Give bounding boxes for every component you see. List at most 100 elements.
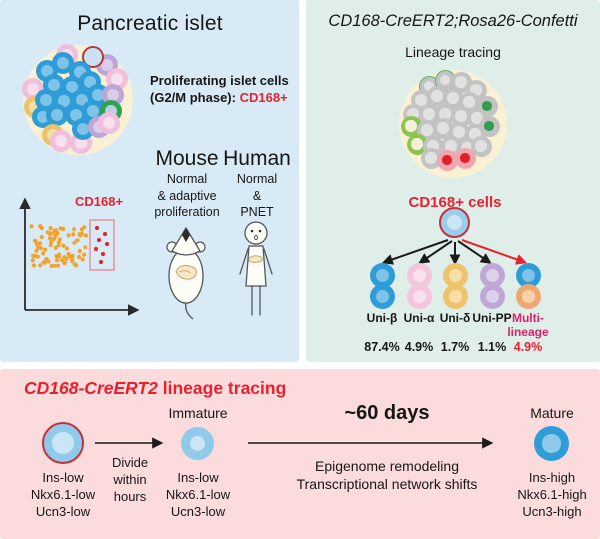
orange-dot (31, 253, 36, 258)
orange-dot (37, 241, 43, 246)
human-figure (239, 221, 273, 316)
cd168-cells-label: CD168+ cells (408, 194, 502, 211)
red-dot (102, 231, 108, 237)
islet-cell-q (418, 103, 440, 125)
human-eye-right (258, 229, 262, 233)
islet-cell-p (50, 130, 72, 152)
red-dot (104, 241, 110, 247)
orange-dot (77, 254, 82, 260)
mouse-heading: Mouse (155, 147, 219, 170)
orange-dot (32, 238, 38, 243)
human-body (245, 245, 267, 287)
lineage-percentage: 1.1% (477, 340, 507, 354)
right-panel-title: CD168-CreERT2;Rosa26-Confetti (328, 12, 578, 30)
remodeling-label: Epigenome remodeling Transcriptional net… (296, 458, 478, 492)
lineage-percentage: 4.9% (404, 340, 434, 354)
orange-dot (75, 238, 80, 243)
sixty-days-heading: ~60 days (344, 402, 430, 424)
mouse-pancreas (175, 265, 197, 280)
orange-dot (39, 235, 44, 240)
lineage-cell-pair (406, 263, 432, 309)
mature-heading: Mature (530, 405, 574, 421)
orange-dot (53, 245, 58, 250)
orange-dot (34, 248, 39, 253)
lineage-label: Uni-δ (439, 311, 471, 325)
red-dot (96, 237, 102, 243)
lineage-percentage: 4.9% (513, 340, 543, 354)
orange-dot (43, 247, 48, 252)
lineage-5: Multi- lineage 4.9% (496, 263, 560, 354)
human-mouth (254, 235, 258, 240)
human-subtext: Normal & PNET (236, 172, 278, 219)
islet-cell-q (442, 87, 464, 109)
lineage-label: Uni-α (403, 311, 435, 325)
islet-cell-q (426, 85, 448, 107)
newborn-cell-graphic (42, 422, 84, 464)
mature-cell-markers: Ins-high Nkx6.1-high Ucn3-high (517, 470, 587, 519)
cd168-highlight: CD168+ (239, 90, 288, 106)
orange-dot (66, 233, 71, 238)
pancreatic-islet-graphic (22, 44, 133, 155)
confetti-islet-graphic (399, 69, 507, 178)
orange-dot (64, 257, 69, 262)
lineage-cell-pink (406, 284, 432, 309)
orange-dot (83, 245, 88, 250)
lineage-cell-gold (442, 263, 468, 288)
human-arm-left (239, 248, 249, 275)
orange-dot (82, 252, 87, 257)
orange-dot (62, 261, 67, 266)
immature-heading: Immature (168, 405, 228, 421)
orange-dot (41, 251, 46, 256)
bottom-title-rest: lineage tracing (157, 378, 287, 398)
arrow-uni-beta (381, 239, 449, 265)
orange-dot (72, 227, 77, 232)
orange-dot (77, 248, 82, 254)
islet-cell-gr (406, 133, 428, 155)
red-dot (100, 251, 106, 257)
orange-dot (48, 226, 53, 231)
lineage-cell-orange (515, 284, 541, 309)
lineage-2: Uni-α 4.9% (387, 263, 451, 354)
islet-cell-q (420, 147, 442, 169)
human-heading: Human (223, 147, 291, 170)
islet-cell-p (98, 112, 120, 134)
orange-dot (83, 233, 88, 238)
orange-dot (54, 258, 60, 263)
mouse-tail (185, 301, 194, 320)
lineage-cell-gold (442, 284, 468, 309)
lineage-3: Uni-δ 1.7% (423, 263, 487, 354)
islet-cell-rn (436, 149, 458, 171)
lineage-cell-pair (515, 263, 541, 309)
islet-cell-r (82, 46, 104, 68)
orange-dot (60, 258, 65, 263)
islet-cell-rn (454, 147, 476, 169)
lineage-cell-purple (479, 284, 505, 309)
divide-label: Divide within hours (111, 455, 149, 504)
mature-cell-graphic (534, 426, 569, 461)
right-panel-subtitle: Lineage tracing (405, 44, 501, 60)
orange-dot (78, 233, 83, 238)
proliferating-cells-line2: (G2/M phase): CD168+ (150, 90, 288, 106)
orange-dot (55, 263, 61, 268)
lineage-percentage: 1.7% (440, 340, 470, 354)
orange-dot (58, 226, 63, 231)
islet-cell-q (470, 135, 492, 157)
arrow-uni-pp (457, 240, 492, 264)
lineage-1: Uni-β 87.4% (350, 263, 414, 354)
orange-dot (53, 234, 58, 239)
orange-dot (52, 228, 57, 233)
facs-plot: CD168+ (13, 192, 145, 316)
orange-dot (49, 240, 54, 245)
orange-dot (72, 240, 77, 245)
newborn-cell-markers: Ins-low Nkx6.1-low Ucn3-low (30, 470, 96, 519)
lineage-cell-pair (369, 263, 395, 309)
lineage-percentage: 87.4% (364, 340, 400, 354)
lineage-label: Uni-β (366, 311, 398, 325)
orange-dot (39, 226, 44, 231)
panel-pancreatic-islet: Pancreatic islet Proliferating islet cel… (0, 0, 299, 362)
lineage-cell-purple (479, 263, 505, 288)
left-panel-title: Pancreatic islet (77, 12, 223, 35)
orange-dot (29, 224, 34, 229)
mouse-subtext: Normal & adaptive proliferation (154, 172, 220, 219)
